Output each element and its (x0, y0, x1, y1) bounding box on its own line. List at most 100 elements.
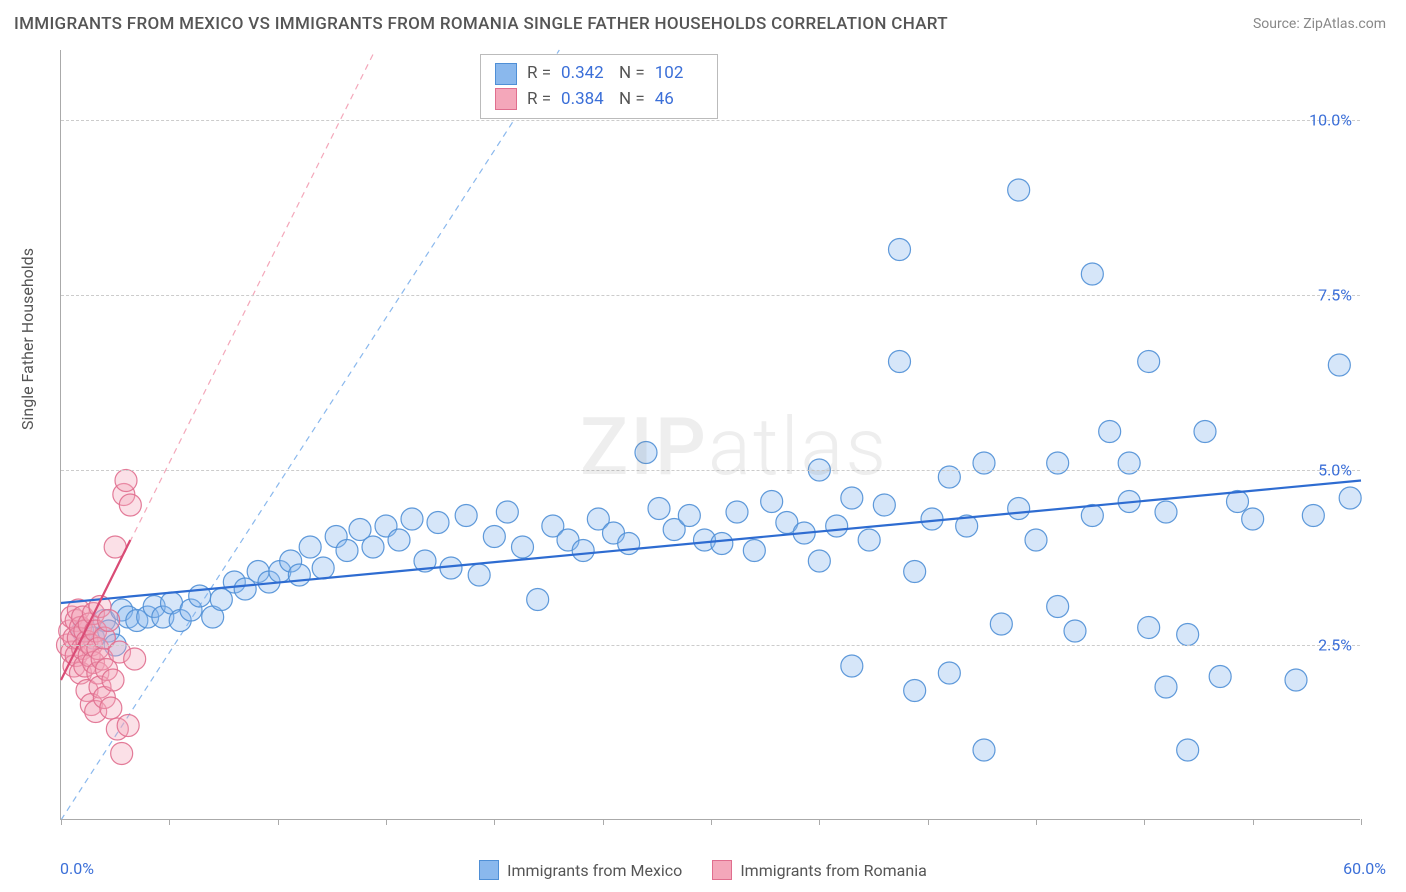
data-point (841, 655, 863, 677)
data-point (858, 529, 880, 551)
data-point (904, 561, 926, 583)
data-point (1328, 354, 1350, 376)
data-point (1177, 624, 1199, 646)
plot-area: 2.5% 5.0% 7.5% 10.0% (60, 50, 1360, 820)
plot-svg (61, 50, 1360, 819)
legend-bottom: Immigrants from Mexico Immigrants from R… (0, 860, 1406, 880)
data-point (1155, 676, 1177, 698)
data-point (1138, 617, 1160, 639)
data-point (1081, 263, 1103, 285)
data-point (711, 533, 733, 555)
data-point (299, 536, 321, 558)
data-point (1047, 596, 1069, 618)
x-tick (386, 819, 387, 825)
y-tick-label: 7.5% (1318, 286, 1352, 305)
data-point (841, 487, 863, 509)
x-tick (1144, 819, 1145, 825)
data-point (1138, 351, 1160, 373)
stats-swatch-1 (495, 88, 517, 110)
data-point (427, 512, 449, 534)
data-point (808, 550, 830, 572)
data-point (726, 501, 748, 523)
stats-box: R =0.342 N =102 R =0.384 N =46 (480, 54, 718, 119)
stats-row-0: R =0.342 N =102 (495, 61, 703, 87)
x-tick (603, 819, 604, 825)
data-point (1242, 508, 1264, 530)
x-tick (1361, 819, 1362, 825)
data-point (973, 739, 995, 761)
data-point (100, 697, 122, 719)
data-point (889, 351, 911, 373)
x-tick (1036, 819, 1037, 825)
data-point (102, 669, 124, 691)
gridline-h (61, 470, 1360, 471)
gridline-h (61, 295, 1360, 296)
x-tick (711, 819, 712, 825)
stats-row-1: R =0.384 N =46 (495, 87, 703, 113)
data-point (678, 505, 700, 527)
data-point (1177, 739, 1199, 761)
data-point (1209, 666, 1231, 688)
data-point (312, 557, 334, 579)
data-point (117, 715, 139, 737)
data-point (1099, 421, 1121, 443)
x-max-label: 60.0% (1343, 859, 1386, 878)
legend-item-1: Immigrants from Romania (712, 860, 927, 880)
gridline-h (61, 120, 1360, 121)
data-point (1025, 529, 1047, 551)
data-point (572, 540, 594, 562)
data-point (1008, 498, 1030, 520)
stats-n-1: 46 (655, 87, 703, 113)
data-point (512, 536, 534, 558)
data-point (826, 515, 848, 537)
y-tick-label: 2.5% (1318, 636, 1352, 655)
data-point (1155, 501, 1177, 523)
guide-line (61, 50, 559, 820)
data-point (1285, 669, 1307, 691)
y-tick-label: 5.0% (1318, 461, 1352, 480)
data-point (1339, 487, 1361, 509)
data-point (635, 442, 657, 464)
data-point (483, 526, 505, 548)
data-point (288, 564, 310, 586)
x-tick (494, 819, 495, 825)
data-point (904, 680, 926, 702)
data-point (455, 505, 477, 527)
data-point (1064, 620, 1086, 642)
x-tick (819, 819, 820, 825)
data-point (1081, 505, 1103, 527)
data-point (496, 501, 518, 523)
data-point (761, 491, 783, 513)
legend-label-1: Immigrants from Romania (740, 861, 927, 880)
x-min-label: 0.0% (60, 859, 94, 878)
stats-r-0: 0.342 (561, 61, 609, 87)
stats-r-1: 0.384 (561, 87, 609, 113)
trend-line (61, 481, 1361, 604)
y-tick-label: 10.0% (1309, 111, 1352, 130)
legend-swatch-0 (479, 860, 499, 880)
x-tick (928, 819, 929, 825)
data-point (401, 508, 423, 530)
data-point (119, 494, 141, 516)
data-point (648, 498, 670, 520)
data-point (111, 743, 133, 765)
data-point (1302, 505, 1324, 527)
x-tick (1253, 819, 1254, 825)
x-tick (278, 819, 279, 825)
data-point (1194, 421, 1216, 443)
data-point (115, 470, 137, 492)
data-point (743, 540, 765, 562)
chart-title: IMMIGRANTS FROM MEXICO VS IMMIGRANTS FRO… (14, 14, 948, 34)
data-point (98, 610, 120, 632)
data-point (873, 494, 895, 516)
data-point (938, 662, 960, 684)
x-tick (169, 819, 170, 825)
data-point (362, 536, 384, 558)
stats-n-0: 102 (655, 61, 703, 87)
x-tick (61, 819, 62, 825)
data-point (990, 613, 1012, 635)
legend-item-0: Immigrants from Mexico (479, 860, 682, 880)
data-point (921, 508, 943, 530)
gridline-h (61, 645, 1360, 646)
stats-swatch-0 (495, 63, 517, 85)
